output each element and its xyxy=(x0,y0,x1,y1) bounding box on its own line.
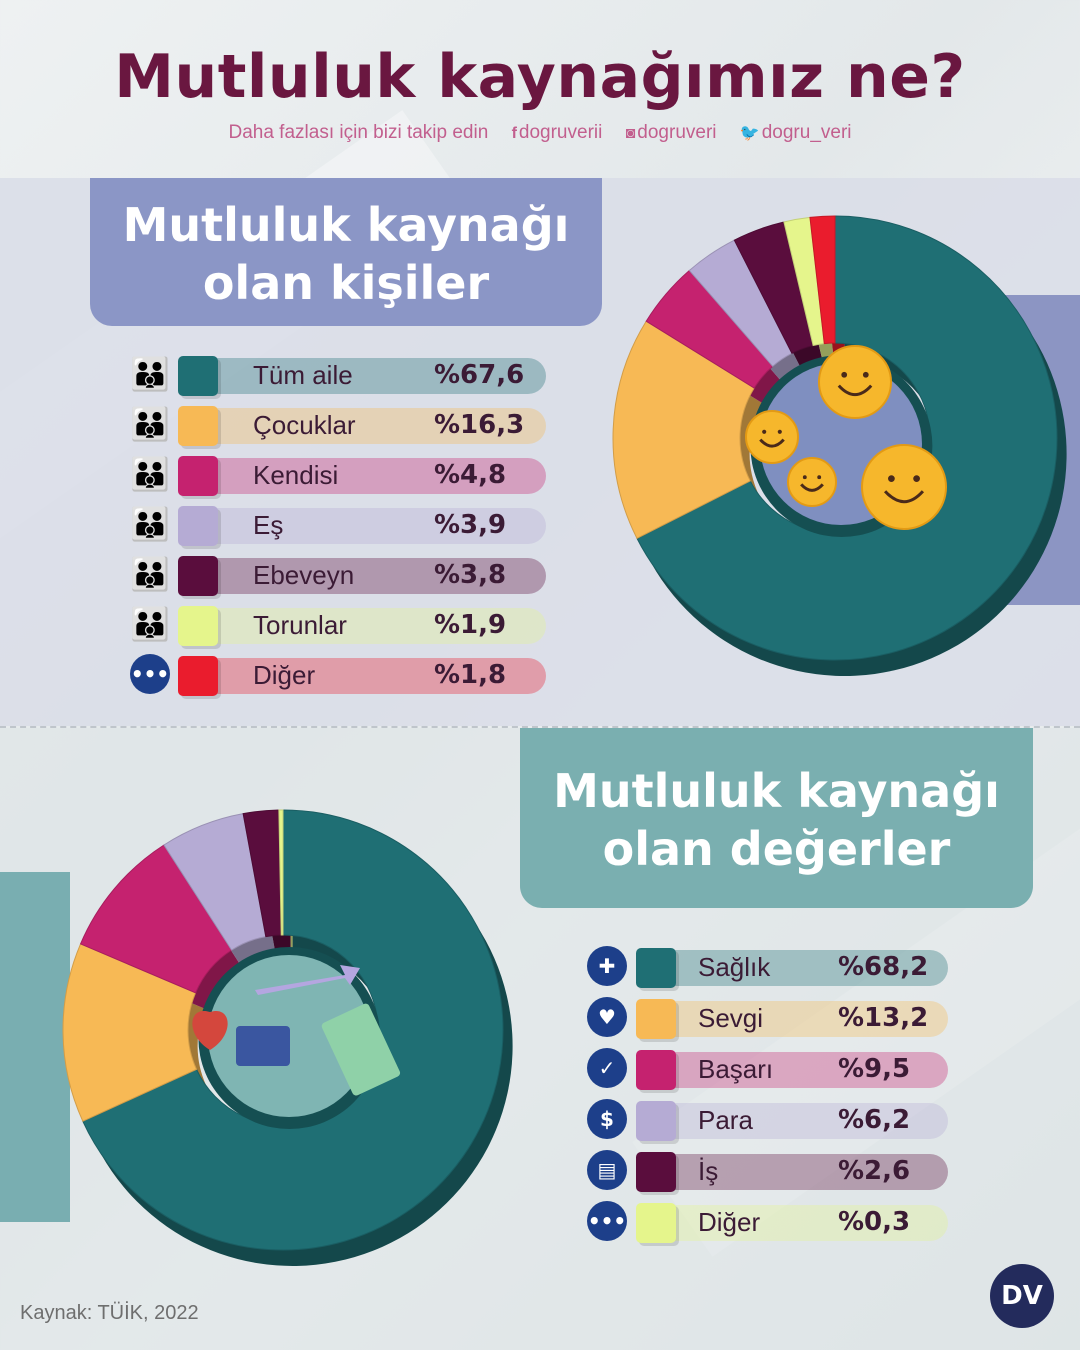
legend-swatch xyxy=(636,948,676,988)
section-values-title: Mutluluk kaynağı olan değerler xyxy=(520,728,1033,908)
twitter-link[interactable]: 🐦 dogru_veri xyxy=(739,122,852,143)
legend-swatch xyxy=(178,556,218,596)
legend-pill xyxy=(198,458,546,494)
legend-pill xyxy=(656,1052,948,1088)
section-values-accent xyxy=(0,872,70,1222)
family-icon: 👪 xyxy=(130,455,170,493)
legend-value: %1,9 xyxy=(434,610,507,640)
briefcase-icon: ▤ xyxy=(587,1150,627,1190)
instagram-icon: ◙ xyxy=(625,125,636,142)
people-legend-row: 👪 Torunlar %1,9 xyxy=(0,605,1080,646)
family-icon: 👪 xyxy=(130,405,170,443)
people-legend-row: 👪 Ebeveyn %3,8 xyxy=(0,555,1080,596)
money-bag-icon: $ xyxy=(587,1099,627,1139)
values-legend-row: ✚ Sağlık %68,2 xyxy=(0,946,1080,988)
legend-swatch xyxy=(178,606,218,646)
health-heart-icon: ✚ xyxy=(587,946,627,986)
legend-label: Eş xyxy=(253,510,284,540)
twitter-icon: 🐦 xyxy=(739,125,760,142)
values-legend-row: ✓ Başarı %9,5 xyxy=(0,1048,1080,1090)
legend-value: %4,8 xyxy=(434,460,507,490)
legend-label: Sevgi xyxy=(698,1003,764,1033)
legend-pill xyxy=(198,358,546,394)
legend-swatch xyxy=(178,506,218,546)
dv-logo: DV xyxy=(990,1264,1054,1328)
legend-value: %3,8 xyxy=(434,560,507,590)
people-legend-row: 👪 Çocuklar %16,3 xyxy=(0,405,1080,446)
legend-value: %67,6 xyxy=(434,360,525,390)
family-icon: 👪 xyxy=(130,555,170,593)
section-people-title: Mutluluk kaynağı olan kişiler xyxy=(90,178,602,326)
check-icon: ✓ xyxy=(587,1048,627,1088)
legend-pill xyxy=(656,1001,948,1037)
legend-value: %2,6 xyxy=(838,1156,911,1186)
legend-pill xyxy=(656,1205,948,1241)
legend-value: %0,3 xyxy=(838,1207,911,1237)
legend-label: Sağlık xyxy=(698,952,771,982)
values-legend-row: ♥ Sevgi %13,2 xyxy=(0,997,1080,1039)
page-title: Mutluluk kaynağımız ne? xyxy=(114,42,966,112)
legend-pill xyxy=(656,1103,948,1139)
legend-label: Torunlar xyxy=(253,610,347,640)
legend-swatch xyxy=(636,1152,676,1192)
legend-swatch xyxy=(178,656,218,696)
legend-value: %16,3 xyxy=(434,410,525,440)
legend-pill xyxy=(198,608,546,644)
family-icon: 👪 xyxy=(130,355,170,393)
legend-swatch xyxy=(636,1050,676,1090)
legend-pill xyxy=(656,1154,948,1190)
family-icon: 👪 xyxy=(130,505,170,543)
people-legend-row: ••• Diğer %1,8 xyxy=(0,654,1080,696)
legend-swatch xyxy=(178,456,218,496)
facebook-icon: f xyxy=(511,125,517,142)
legend-label: Diğer xyxy=(253,660,316,690)
people-legend-row: 👪 Tüm aile %67,6 xyxy=(0,355,1080,396)
legend-pill xyxy=(198,408,546,444)
facebook-link[interactable]: f dogruverii xyxy=(511,122,603,143)
legend-swatch xyxy=(178,356,218,396)
values-legend-row: ▤ İş %2,6 xyxy=(0,1150,1080,1192)
more-icon: ••• xyxy=(587,1201,627,1241)
legend-swatch xyxy=(636,1101,676,1141)
legend-label: İş xyxy=(698,1156,719,1186)
legend-pill xyxy=(656,950,948,986)
heart-icon: ♥ xyxy=(587,997,627,1037)
legend-value: %13,2 xyxy=(838,1003,929,1033)
legend-pill xyxy=(198,508,546,544)
values-legend-row: ••• Diğer %0,3 xyxy=(0,1201,1080,1243)
legend-label: Kendisi xyxy=(253,460,339,490)
legend-label: Başarı xyxy=(698,1054,774,1084)
legend-value: %9,5 xyxy=(838,1054,911,1084)
more-icon: ••• xyxy=(130,654,170,694)
people-legend-row: 👪 Eş %3,9 xyxy=(0,505,1080,546)
values-legend-row: $ Para %6,2 xyxy=(0,1099,1080,1141)
legend-swatch xyxy=(636,999,676,1039)
legend-label: Ebeveyn xyxy=(253,560,355,590)
legend-label: Tüm aile xyxy=(253,360,353,390)
legend-label: Para xyxy=(698,1105,753,1135)
family-icon: 👪 xyxy=(130,605,170,643)
legend-pill xyxy=(198,658,546,694)
legend-value: %6,2 xyxy=(838,1105,911,1135)
legend-label: Çocuklar xyxy=(253,410,356,440)
legend-swatch xyxy=(636,1203,676,1243)
legend-value: %1,8 xyxy=(434,660,507,690)
instagram-link[interactable]: ◙ dogruveri xyxy=(625,122,717,143)
section-divider xyxy=(0,726,1080,728)
legend-value: %3,9 xyxy=(434,510,507,540)
legend-label: Diğer xyxy=(698,1207,761,1237)
legend-swatch xyxy=(178,406,218,446)
follow-bar: Daha fazlası için bizi takip edin f dogru… xyxy=(0,122,1080,144)
people-legend-row: 👪 Kendisi %4,8 xyxy=(0,455,1080,496)
follow-text: Daha fazlası için bizi takip edin xyxy=(228,122,489,143)
legend-value: %68,2 xyxy=(838,952,929,982)
legend-pill xyxy=(198,558,546,594)
source-note: Kaynak: TÜİK, 2022 xyxy=(20,1302,199,1324)
